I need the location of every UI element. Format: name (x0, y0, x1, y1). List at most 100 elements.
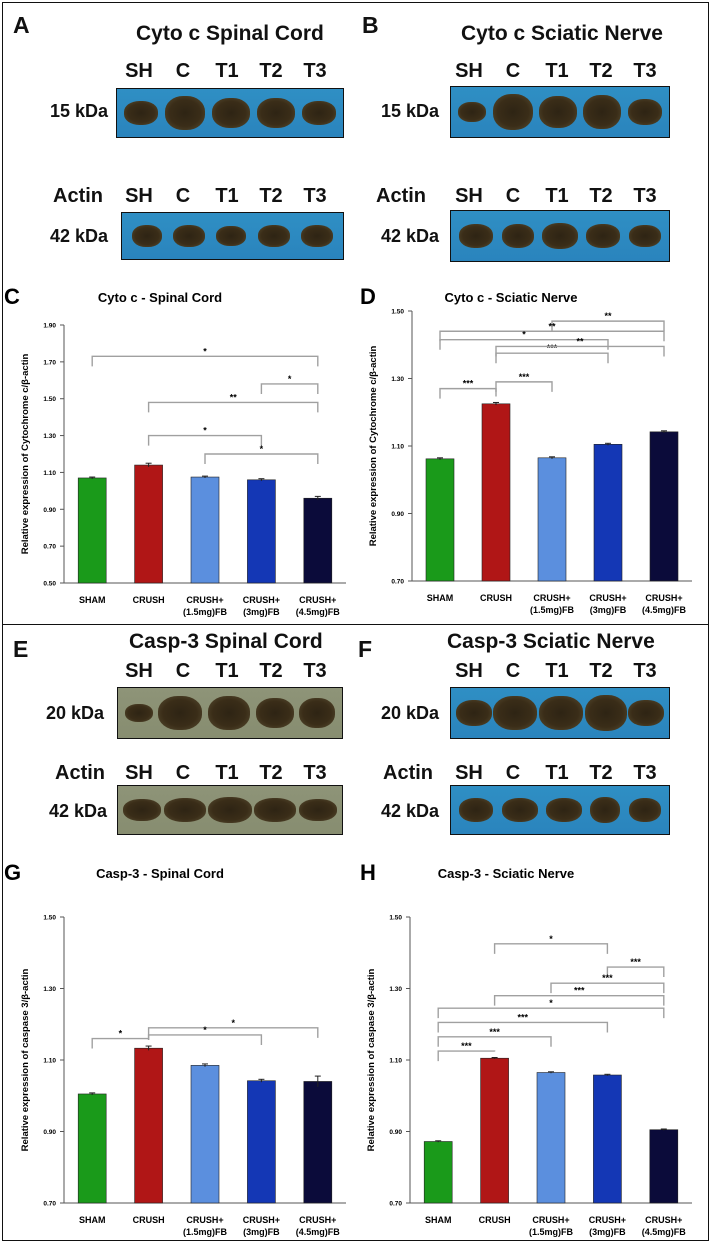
blot-band (501, 224, 534, 248)
significance-label: * (549, 934, 553, 944)
lane-label: SH (455, 660, 483, 682)
significance-bracket (147, 434, 263, 446)
panel-letter: D (360, 284, 376, 309)
significance-label: ** (548, 321, 556, 331)
y-tick-label: 0.90 (43, 507, 56, 514)
significance-label: * (522, 330, 526, 340)
significance-label: ** (230, 392, 238, 402)
x-tick-label: CRUSH+ (3mg)FB (243, 1215, 280, 1237)
blot-band (216, 226, 247, 246)
lane-label: C (505, 660, 521, 682)
chart-title: Casp-3 - Sciatic Nerve (438, 866, 575, 881)
lane-labels-f: SH C T1 T2 T3 (447, 660, 667, 683)
bar (649, 1129, 679, 1204)
bar (536, 1072, 566, 1204)
significance-bracket (260, 383, 319, 394)
significance-bracket (439, 338, 609, 350)
blot-band (158, 696, 203, 730)
chart-casp-3-sciatic-nerve: H Casp-3 - Sciatic Nerve Relative expressi… (360, 860, 692, 1237)
western-blot-a (116, 88, 344, 138)
significance-label: *** (547, 343, 558, 353)
bar (77, 477, 107, 584)
lane-label: T3 (303, 60, 327, 82)
lane-label: T3 (303, 762, 327, 784)
significance-label: *** (519, 372, 530, 382)
x-tick-label: CRUSH (479, 1215, 511, 1225)
lane-label: T1 (215, 60, 239, 82)
significance-label: * (231, 1018, 235, 1028)
x-tick-label: CRUSH+ (1.5mg)FB (183, 595, 228, 617)
significance-bracket (437, 1050, 496, 1062)
blot-band (165, 96, 206, 130)
blot-band (628, 798, 661, 822)
actin-kda-label-e: 42 kDa (49, 801, 108, 821)
panel-letter: C (4, 284, 20, 309)
actin-blot-a (121, 212, 344, 260)
x-tick-label: CRUSH+ (4.5mg)FB (642, 593, 687, 615)
significance-label: *** (518, 1012, 529, 1022)
y-tick-label: 0.90 (389, 1129, 402, 1136)
significance-bracket (91, 1037, 150, 1049)
chart-title: Cyto c - Spinal Cord (98, 290, 222, 305)
actin-blot-e (117, 785, 343, 835)
panel-letter: G (4, 860, 21, 885)
y-tick-label: 1.90 (43, 323, 56, 330)
lane-label: C (175, 185, 191, 207)
bar (425, 458, 455, 582)
lane-label: C (175, 660, 191, 682)
y-tick-label: 0.50 (43, 581, 56, 588)
y-tick-label: 0.70 (389, 1201, 402, 1208)
significance-label: *** (463, 379, 474, 389)
y-tick-label: 1.10 (43, 470, 56, 477)
blot-band (628, 700, 665, 726)
bar (537, 457, 567, 582)
chart-title: Cyto c - Sciatic Nerve (445, 290, 578, 305)
x-tick-label: CRUSH (133, 1215, 165, 1225)
blot-band (163, 798, 206, 822)
blot-band (256, 98, 295, 128)
blot-band (301, 101, 336, 125)
lane-label: C (175, 60, 191, 82)
bar (190, 476, 220, 584)
panel-letter-b: B (362, 12, 379, 38)
kda-label-f: 20 kDa (381, 703, 440, 723)
kda-label-e: 20 kDa (46, 703, 105, 723)
y-tick-label: 1.10 (391, 444, 404, 451)
lane-label: SH (455, 185, 483, 207)
bar (480, 1057, 509, 1204)
lane-label: T1 (215, 185, 239, 207)
chart-cyto-c-sciatic-nerve: D Cyto c - Sciatic Nerve Relative expressi… (360, 284, 692, 615)
y-tick-label: 1.50 (43, 396, 56, 403)
y-tick-label: 0.90 (391, 511, 404, 518)
chart-cyto-c-spinal-cord: C Cyto c - Spinal Cord Relative expression… (4, 284, 346, 617)
y-tick-label: 1.50 (391, 309, 404, 316)
x-tick-label: CRUSH+ (1.5mg)FB (183, 1215, 228, 1237)
significance-bracket (439, 387, 497, 399)
significance-bracket (606, 966, 665, 978)
x-tick-label: SHAM (79, 595, 106, 605)
blot-band (257, 225, 290, 247)
blot-title-e: Casp-3 Spinal Cord (129, 630, 323, 653)
section-divider (3, 624, 708, 625)
actin-blot-f (450, 785, 670, 835)
x-tick-label: SHAM (427, 593, 454, 603)
significance-bracket (550, 982, 665, 994)
bar (593, 444, 623, 582)
blot-band (586, 224, 621, 248)
significance-label: *** (630, 957, 641, 967)
lane-label: T3 (303, 185, 327, 207)
significance-label: * (119, 1029, 123, 1039)
lane-label: C (505, 60, 521, 82)
blot-band (541, 223, 578, 249)
y-axis-label: Relative expression of caspase 3/β-actin (366, 968, 377, 1151)
significance-bracket (493, 994, 665, 1006)
y-axis-label: Relative expression of Cytochrome c/β-ac… (20, 353, 31, 554)
blot-band (628, 225, 661, 247)
blot-band (207, 696, 250, 730)
blot-title-a: Cyto c Spinal Cord (136, 22, 324, 45)
y-tick-label: 0.70 (391, 579, 404, 586)
lane-label: T2 (259, 60, 283, 82)
lane-label: T2 (589, 60, 613, 82)
blot-band (301, 225, 334, 247)
significance-bracket (495, 352, 609, 364)
